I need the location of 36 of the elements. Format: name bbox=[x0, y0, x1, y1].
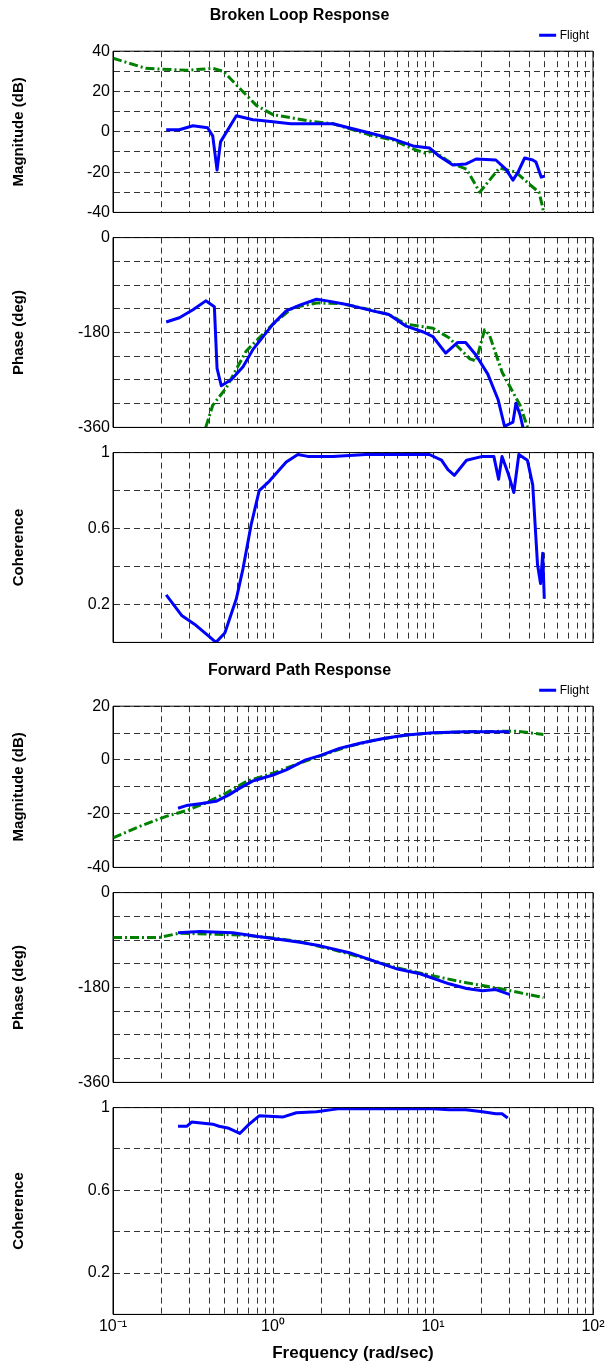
y-axis-title: Phase (deg) bbox=[9, 289, 27, 376]
x-axis-title: Frequency (rad/sec) bbox=[272, 1343, 434, 1363]
chart-title: Forward Path Response bbox=[207, 661, 392, 679]
y-tick-label: 0.6 bbox=[87, 518, 111, 536]
y-tick-label: 0 bbox=[101, 122, 111, 140]
y-tick-label: -40 bbox=[86, 202, 111, 220]
y-tick-label: 0 bbox=[101, 750, 111, 768]
y-tick-label: 1 bbox=[101, 443, 111, 461]
x-tick-label: 10¹ bbox=[421, 1317, 445, 1335]
legend-label: Flight bbox=[559, 27, 590, 42]
y-axis-title: Magnitude (dB) bbox=[9, 732, 27, 842]
y-tick-label: -180 bbox=[77, 322, 111, 340]
y-tick-label: -360 bbox=[77, 417, 111, 435]
y-tick-label: -20 bbox=[86, 804, 111, 822]
x-tick-label: 10² bbox=[581, 1317, 606, 1335]
y-axis-title: Phase (deg) bbox=[9, 944, 27, 1031]
y-axis-title: Coherence bbox=[9, 508, 27, 587]
y-tick-label: 1 bbox=[101, 1098, 111, 1116]
y-tick-label: 0.2 bbox=[87, 594, 111, 612]
x-tick-label: 10⁰ bbox=[261, 1317, 285, 1335]
y-tick-label: 0.6 bbox=[87, 1180, 111, 1198]
chart-title: Broken Loop Response bbox=[209, 6, 390, 24]
y-tick-label: -180 bbox=[77, 977, 111, 995]
y-tick-label: 40 bbox=[92, 41, 111, 59]
y-tick-label: 0 bbox=[101, 228, 111, 246]
y-tick-label: -40 bbox=[86, 857, 111, 875]
y-tick-label: 20 bbox=[92, 696, 111, 714]
y-tick-label: -360 bbox=[77, 1072, 111, 1090]
y-tick-label: -20 bbox=[86, 162, 111, 180]
y-tick-label: 0.2 bbox=[87, 1263, 111, 1281]
legend-label: Flight bbox=[559, 682, 590, 697]
y-axis-title: Coherence bbox=[9, 1172, 27, 1250]
y-tick-label: 20 bbox=[92, 81, 111, 99]
x-tick-label: 10⁻¹ bbox=[98, 1317, 128, 1335]
y-tick-label: 0 bbox=[101, 883, 111, 901]
y-axis-title: Magnitude (dB) bbox=[9, 77, 27, 187]
